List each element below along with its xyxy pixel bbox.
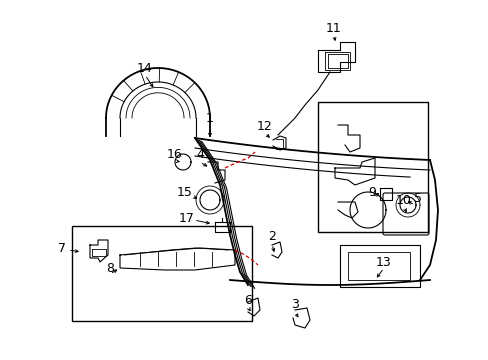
Text: 11: 11 <box>325 22 341 35</box>
Text: 4: 4 <box>196 148 203 162</box>
Text: 8: 8 <box>106 261 114 274</box>
Text: 2: 2 <box>267 230 275 243</box>
Bar <box>347 252 409 280</box>
Text: 16: 16 <box>167 148 183 162</box>
Bar <box>339 245 419 287</box>
Text: 10: 10 <box>395 194 411 207</box>
Text: 15: 15 <box>177 186 193 199</box>
Text: 12: 12 <box>257 121 272 134</box>
Text: 7: 7 <box>58 242 66 255</box>
Text: 13: 13 <box>375 256 391 269</box>
Text: 9: 9 <box>367 186 375 199</box>
Text: 1: 1 <box>205 112 214 125</box>
Text: 14: 14 <box>137 62 153 75</box>
Text: 5: 5 <box>413 192 421 204</box>
Text: 6: 6 <box>244 293 251 306</box>
Bar <box>72 226 251 321</box>
Bar <box>317 102 427 232</box>
Text: 17: 17 <box>179 211 195 225</box>
Text: 3: 3 <box>290 298 298 311</box>
